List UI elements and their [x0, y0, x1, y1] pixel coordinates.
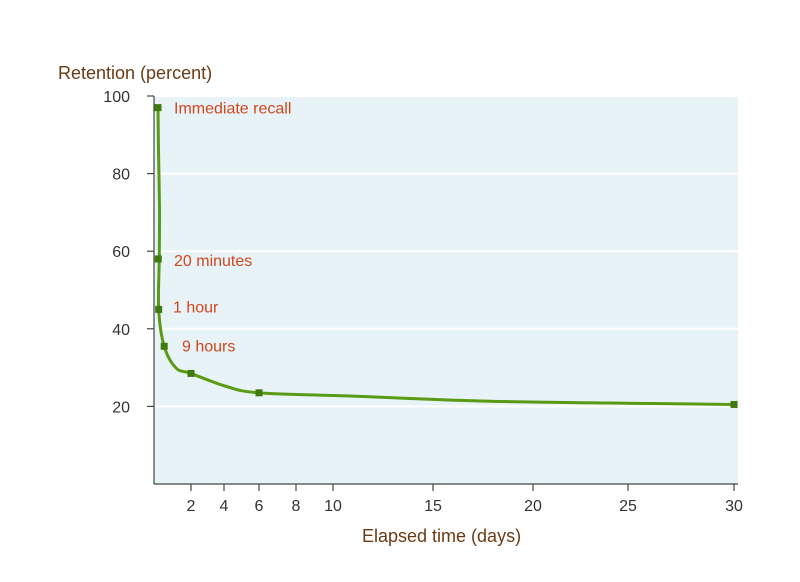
- data-point-6: [730, 400, 738, 408]
- annotation-2: 1 hour: [173, 299, 219, 316]
- x-tick-label-10: 10: [324, 498, 342, 515]
- annotations: Immediate recall 20 minutes 1 hour 9 hours: [173, 101, 291, 356]
- x-tick-label-4: 4: [220, 498, 229, 515]
- data-point-5: [255, 389, 263, 397]
- x-tick-label-15: 15: [424, 498, 442, 515]
- annotation-0: Immediate recall: [174, 101, 291, 118]
- x-tick-label-30: 30: [725, 498, 743, 515]
- y-axis-title: Retention (percent): [58, 63, 213, 83]
- gridlines: [154, 95, 738, 408]
- annotation-1: 20 minutes: [174, 253, 252, 270]
- y-tick-label-100: 100: [103, 89, 130, 106]
- x-tick-label-25: 25: [619, 498, 637, 515]
- y-tick-label-40: 40: [112, 322, 130, 339]
- x-tick-labels: 2 4 6 8 10 15 20 25 30: [187, 484, 743, 515]
- plot-background: [154, 96, 738, 484]
- data-point-0: [154, 104, 162, 112]
- annotation-3: 9 hours: [182, 338, 235, 355]
- x-axis-title: Elapsed time (days): [362, 526, 522, 546]
- data-point-3: [160, 342, 168, 350]
- data-point-1: [154, 255, 162, 263]
- x-tick-label-6: 6: [255, 498, 264, 515]
- y-tick-labels: 20 40 60 80 100: [103, 89, 154, 416]
- data-markers: [154, 104, 738, 408]
- y-tick-label-60: 60: [112, 244, 130, 261]
- y-tick-label-20: 20: [112, 399, 130, 416]
- x-tick-label-2: 2: [187, 498, 196, 515]
- data-point-4: [187, 369, 195, 377]
- axes: [153, 96, 738, 485]
- x-tick-label-8: 8: [292, 498, 301, 515]
- data-point-2: [155, 305, 163, 313]
- x-tick-label-20: 20: [524, 498, 542, 515]
- y-tick-label-80: 80: [112, 167, 130, 184]
